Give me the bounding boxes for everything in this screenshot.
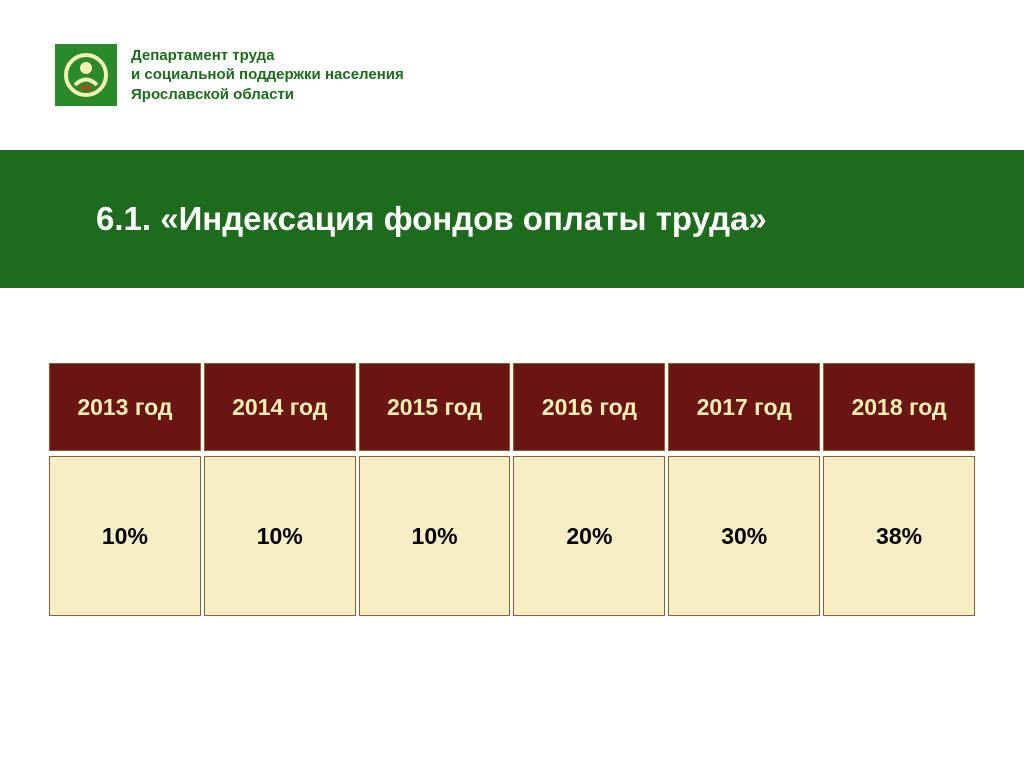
org-name-line1: Департамент труда: [131, 46, 404, 66]
table-value-cell: 20%: [513, 456, 665, 616]
org-name-line2: и социальной поддержки населения: [131, 65, 404, 85]
table-header-cell: 2016 год: [513, 363, 665, 451]
table-header-row: 2013 год 2014 год 2015 год 2016 год 2017…: [49, 363, 975, 451]
table-value-cell: 10%: [359, 456, 511, 616]
title-band: 6.1. «Индексация фондов оплаты труда»: [0, 150, 1024, 288]
table-value-cell: 38%: [823, 456, 975, 616]
table-header-cell: 2014 год: [204, 363, 356, 451]
table-row: 10% 10% 10% 20% 30% 38%: [49, 456, 975, 616]
org-logo-icon: [55, 44, 117, 106]
table-header-cell: 2017 год: [668, 363, 820, 451]
logo-svg: [61, 50, 111, 100]
indexation-table: 2013 год 2014 год 2015 год 2016 год 2017…: [46, 358, 978, 621]
table-value-cell: 30%: [668, 456, 820, 616]
header-region: Департамент труда и социальной поддержки…: [0, 0, 1024, 150]
table-header-cell: 2013 год: [49, 363, 201, 451]
org-name: Департамент труда и социальной поддержки…: [131, 46, 404, 105]
slide-title: 6.1. «Индексация фондов оплаты труда»: [96, 200, 767, 238]
table-value-cell: 10%: [204, 456, 356, 616]
table-header-cell: 2018 год: [823, 363, 975, 451]
org-name-line3: Ярославской области: [131, 85, 404, 105]
table-header-cell: 2015 год: [359, 363, 511, 451]
content-region: 2013 год 2014 год 2015 год 2016 год 2017…: [0, 288, 1024, 768]
logo-block: Департамент труда и социальной поддержки…: [55, 44, 404, 106]
table-value-cell: 10%: [49, 456, 201, 616]
